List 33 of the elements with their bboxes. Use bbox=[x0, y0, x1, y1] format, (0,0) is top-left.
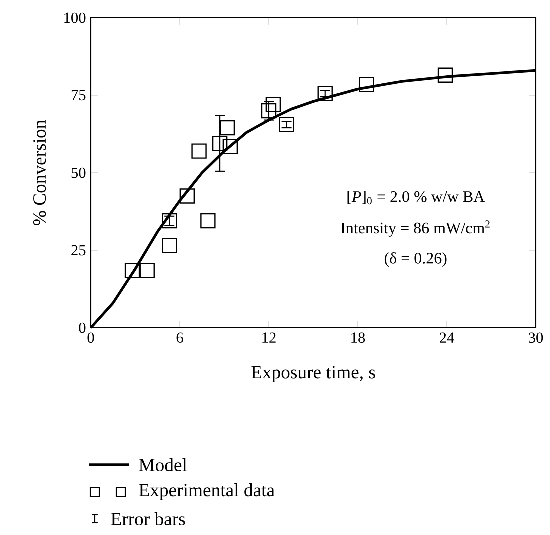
point bbox=[212, 136, 228, 152]
legend-label: Experimental data bbox=[139, 484, 275, 500]
annotation: (δ = 0.26) bbox=[384, 252, 447, 268]
text: Error bars bbox=[111, 512, 186, 526]
point bbox=[222, 139, 238, 154]
point bbox=[180, 188, 196, 204]
y-tick-label: 75 bbox=[72, 90, 86, 101]
y-tick-label: 50 bbox=[72, 168, 86, 178]
point bbox=[279, 117, 294, 133]
point bbox=[359, 77, 374, 92]
x-tick-label: 6 bbox=[176, 332, 184, 343]
x-tick-label: 30 bbox=[529, 332, 544, 344]
x-tick-label: 12 bbox=[262, 332, 276, 343]
point bbox=[200, 213, 216, 229]
annotation: Intensity = 86 mW/cm$^{2}$ bbox=[341, 220, 490, 237]
y-tick-label: 25 bbox=[72, 245, 86, 256]
annotation: [P]$_{0}$ = 2.0 % w/w BA bbox=[348, 190, 486, 205]
x-tick-label: 18 bbox=[352, 332, 366, 344]
point bbox=[140, 263, 155, 278]
y-tick-label: 0 bbox=[79, 322, 86, 334]
point bbox=[220, 120, 236, 136]
point bbox=[192, 144, 207, 159]
point bbox=[318, 86, 333, 102]
point bbox=[124, 263, 140, 278]
legend-label: Model bbox=[139, 458, 188, 472]
x-tick-label: 0 bbox=[88, 332, 94, 344]
point bbox=[266, 97, 282, 112]
x-tick-label: 24 bbox=[440, 332, 454, 343]
y-axis-title: % Conversion bbox=[33, 120, 46, 226]
point bbox=[162, 238, 178, 254]
y-tick-label: 100 bbox=[64, 12, 86, 24]
x-axis-title: Exposure time, s bbox=[252, 366, 376, 383]
point bbox=[438, 68, 454, 83]
